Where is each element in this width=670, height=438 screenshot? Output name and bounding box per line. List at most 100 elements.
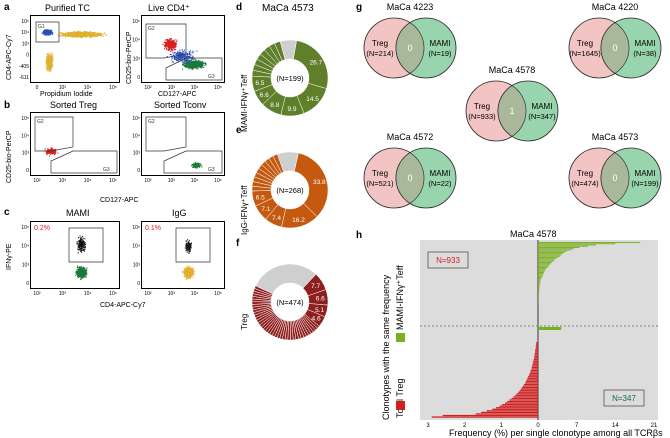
panel-c-left-xtick: 10³ [59, 291, 67, 297]
treg-bar [531, 368, 538, 370]
panel-a-right-xtick: 10² [144, 85, 152, 91]
mami-bar [538, 279, 541, 281]
gate-g2-b1 [34, 116, 74, 152]
donut-value-label: 8.8 [270, 102, 279, 109]
flow-plot-igg: 10² 10³ 10⁴ 10⁵ 10⁵ 10⁴ 10³ 0 0.1% [132, 221, 225, 297]
venn-mami-n: (N=199) [631, 179, 659, 188]
panel-label-d: d [236, 2, 243, 13]
donut-hole [271, 59, 309, 97]
scatter-purified-tc: G1 0 10³ 10⁴ 10⁵ 10⁵ 10⁴ 10³ 0 -405 -611 [19, 19, 117, 91]
h-xtick: 21 [651, 423, 658, 429]
treg-bar [525, 380, 538, 383]
gate-g2-b2-label: G2 [148, 119, 155, 125]
flow-plot-sorted-treg: G2 G3 10² 10³ 10⁴ 10⁵ 10⁵ 10⁴ 10³ 0 [21, 112, 120, 184]
h-xtick: 0 [536, 423, 540, 429]
mami-bar [538, 265, 549, 267]
venn-overlap [497, 85, 527, 137]
treg-bar [530, 371, 538, 373]
venn-mami-name: MAMI [430, 169, 451, 178]
treg-bar [526, 379, 538, 381]
venn-diagram: MaCa 4223 Treg(N=214) MAMI(N=19) 0 [363, 2, 457, 79]
venn-title: MaCa 4220 [592, 2, 639, 12]
mami-bar [538, 292, 539, 293]
gate-g2-b2 [145, 116, 187, 152]
mami-bar [538, 282, 541, 283]
mami-bar [538, 253, 563, 255]
venn-diagram: MaCa 4573 Treg(N=474) MAMI(N=199) 0 [568, 132, 662, 209]
panel-b-right-ytick: 10⁴ [132, 133, 140, 139]
panel-a-left-xtick: 10⁴ [84, 85, 92, 91]
panel-c-right-ytick: 10³ [133, 262, 141, 268]
scatter-live-cd4: G2 G3 10² 10³ 10⁴ 10⁵ 10⁵ 10⁴ 10³ 0 [132, 19, 223, 91]
mami-bar [538, 270, 545, 272]
panel-h-bottom-side-label: Total Treg [395, 378, 405, 418]
mami-bar [538, 258, 556, 260]
mami-bar [538, 252, 565, 253]
treg-bar [536, 343, 538, 345]
venn-overlap-count: 0 [407, 173, 412, 183]
donut-value-label: 6.5 [256, 194, 265, 201]
mami-legend-swatch [396, 333, 405, 342]
mami-bar [538, 247, 580, 248]
mami-bar [538, 280, 541, 282]
red-population [44, 147, 59, 157]
panel-c-right-xtick: 10⁵ [214, 291, 222, 297]
mami-bar [538, 273, 544, 275]
panel-a-right-title: Live CD4⁺ [148, 3, 190, 13]
donut-value-label: 4.6 [312, 315, 321, 322]
panel-b-left-xtick: 10⁴ [84, 178, 92, 184]
panel-c-right-title: IgG [172, 208, 187, 218]
donut-hole [271, 283, 309, 321]
mami-bar [538, 245, 588, 247]
treg-bar [518, 391, 538, 393]
panel-label-f: f [236, 238, 240, 249]
treg-bar [534, 352, 538, 355]
donut-value-label: 33.8 [313, 179, 326, 186]
treg-bar [533, 359, 538, 361]
panel-a-right-ytick: 10³ [133, 56, 141, 62]
treg-legend-swatch [396, 401, 405, 410]
mami-bar [538, 293, 539, 295]
donut-chart-treg: 7.7 6.6 5.14.6 (N=474) [251, 263, 329, 341]
venn-treg-n: (N=933) [468, 112, 496, 121]
venn-mami-name: MAMI [430, 39, 451, 48]
panel-b-left-xtick: 10³ [59, 178, 67, 184]
gate-g3-b1-label: G3 [103, 167, 110, 173]
mami-bar [538, 298, 539, 300]
mami-bar [538, 295, 539, 297]
panel-label-a: a [4, 2, 10, 13]
mami-bar [538, 249, 572, 251]
treg-bar [532, 363, 538, 365]
donut-value-label: 9.9 [287, 106, 296, 113]
panel-b-left-title: Sorted Treg [50, 100, 98, 110]
treg-bar [528, 374, 538, 376]
gate-ifng-mami [68, 227, 104, 263]
panel-a-left-ytick: 10⁴ [21, 30, 29, 36]
venn-treg-name: Treg [474, 102, 490, 111]
h-xtick: 3 [426, 423, 430, 429]
panel-c-right-ytick: 0 [137, 281, 140, 287]
treg-bar [475, 413, 538, 415]
venn-treg-name: Treg [372, 169, 388, 178]
panel-c-left-xtick: 10⁵ [109, 291, 117, 297]
panel-a-left-ytick: -611 [19, 75, 29, 81]
panel-a-right-ytick: 10⁵ [132, 19, 140, 25]
flow-plot-purified-tc: G1 0 10³ 10⁴ 10⁵ 10⁵ 10⁴ 10³ 0 -405 -611 [19, 15, 120, 91]
donut-center-label: (N=268) [276, 186, 304, 195]
treg-bar [515, 394, 538, 396]
axis-label-cd127-a: CD127-APC [158, 91, 197, 98]
panel-h-xlabel: Frequency (%) per single clonotype among… [449, 428, 663, 438]
venn-treg-n: (N=214) [366, 49, 394, 58]
mami-bar [538, 268, 547, 270]
ifng-positive-cells [76, 235, 87, 254]
venn-overlap [600, 22, 630, 74]
mami-bar [538, 278, 542, 280]
mami-bar [538, 257, 558, 258]
panel-b-right-xtick: 10⁵ [214, 178, 222, 184]
treg-count: N=933 [436, 256, 460, 265]
percent-igg: 0.1% [145, 225, 161, 232]
panel-c-right-ytick: 10⁴ [132, 244, 140, 250]
panel-a-right-xtick: 10⁵ [214, 85, 222, 91]
panel-b-left-ytick: 10⁴ [21, 133, 29, 139]
